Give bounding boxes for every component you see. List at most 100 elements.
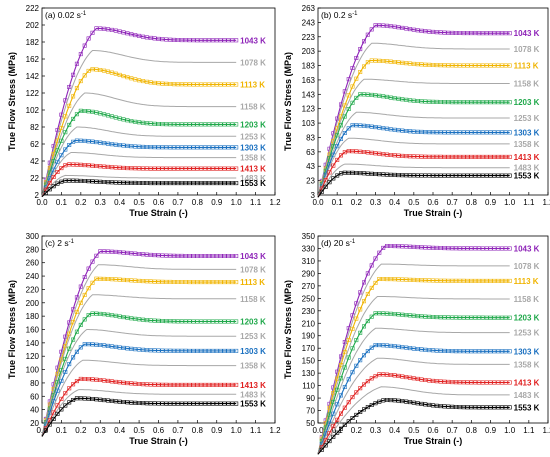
series-marker — [507, 173, 512, 178]
series-marker — [350, 84, 355, 89]
series-marker — [392, 373, 397, 378]
series-marker — [365, 124, 370, 129]
series-marker — [365, 32, 370, 37]
y-axis-title: True Flow Stress (MPa) — [283, 280, 293, 379]
series-marker — [427, 348, 432, 353]
series-marker — [488, 130, 493, 135]
series-marker — [59, 138, 64, 143]
series-marker — [411, 376, 416, 381]
series-marker — [377, 343, 382, 348]
x-tick-label: 0.2 — [75, 426, 87, 435]
series-line — [41, 294, 237, 437]
series-marker — [377, 276, 382, 281]
series-marker — [199, 181, 204, 186]
series-marker — [141, 279, 146, 284]
series-marker — [160, 145, 165, 150]
series-marker — [203, 145, 208, 150]
series-marker — [218, 348, 223, 353]
series-marker — [187, 145, 192, 150]
series-marker — [82, 109, 87, 114]
series-marker — [469, 405, 474, 410]
series-marker — [457, 315, 462, 320]
series-marker — [195, 401, 200, 406]
series-marker — [234, 166, 239, 171]
series-marker — [400, 399, 405, 404]
series-marker — [396, 128, 401, 133]
series-marker — [503, 63, 508, 68]
series-marker — [476, 278, 481, 283]
series-marker — [434, 99, 439, 104]
series-marker — [141, 34, 146, 39]
series-marker — [191, 348, 196, 353]
series-marker — [496, 100, 501, 105]
series-marker — [427, 245, 432, 250]
series-marker — [129, 119, 134, 124]
series-marker — [144, 181, 149, 186]
series-marker — [373, 374, 378, 379]
series-marker — [168, 82, 173, 87]
series-marker — [156, 145, 161, 150]
series-marker — [74, 309, 79, 314]
series-marker — [121, 74, 126, 79]
series-marker — [71, 355, 76, 360]
series-marker — [113, 313, 118, 318]
series-marker — [187, 319, 192, 324]
x-tick-label: 0.4 — [389, 198, 401, 207]
x-tick-label: 0.2 — [75, 198, 87, 207]
series-line — [41, 312, 237, 437]
series-marker — [102, 276, 107, 281]
series-marker — [207, 280, 212, 285]
series-marker — [152, 318, 157, 323]
series-marker — [430, 99, 435, 104]
series-marker — [381, 94, 386, 99]
series-marker — [156, 279, 161, 284]
series-marker — [218, 38, 223, 43]
series-marker — [373, 256, 378, 261]
series-marker — [492, 246, 497, 251]
series-marker — [78, 178, 83, 183]
series-marker — [476, 100, 481, 105]
series-marker — [141, 144, 146, 149]
series-marker — [465, 130, 470, 135]
series-marker — [179, 122, 184, 127]
series-marker — [434, 245, 439, 250]
series-marker — [453, 315, 458, 320]
series-marker — [98, 164, 103, 169]
series-marker — [365, 60, 370, 65]
series-marker — [137, 381, 142, 386]
chart-panel-2: 0.0 0.1 0.2 0.3 0.4 0.5 0.6 0.7 0.8 0.9 1.0 1.1 1.2 2… — [7, 232, 281, 446]
series-marker — [473, 154, 478, 159]
y-tick-label: 62 — [30, 140, 39, 149]
series-marker — [423, 314, 428, 319]
series-marker — [152, 145, 157, 150]
series-marker — [365, 150, 370, 155]
series-marker — [141, 317, 146, 322]
x-tick-label: 0.2 — [351, 198, 363, 207]
series-line — [317, 93, 510, 198]
series-marker — [121, 345, 126, 350]
series-marker — [346, 126, 351, 131]
series-marker — [503, 349, 508, 354]
series-marker — [354, 76, 359, 81]
series-marker — [74, 396, 79, 401]
series-marker — [453, 154, 458, 159]
series-label: 1553 K — [240, 179, 266, 188]
series-marker — [230, 122, 235, 127]
y-tick-label: 162 — [26, 55, 40, 64]
series-marker — [469, 130, 474, 135]
series-marker — [117, 380, 122, 385]
series-marker — [144, 382, 149, 387]
series-marker — [507, 100, 512, 105]
series-marker — [199, 401, 204, 406]
series-marker — [141, 166, 146, 171]
panel-label-text: (b) 0.2 s — [321, 10, 352, 20]
series-marker — [373, 23, 378, 28]
series-label: 1253 K — [514, 114, 540, 123]
series-marker — [125, 31, 130, 36]
panel-label-exponent: -1 — [352, 11, 358, 17]
series-marker — [106, 378, 111, 383]
series-marker — [94, 276, 99, 281]
x-tick-label: 0.9 — [485, 426, 497, 435]
series-marker — [94, 377, 99, 382]
series-marker — [411, 98, 416, 103]
